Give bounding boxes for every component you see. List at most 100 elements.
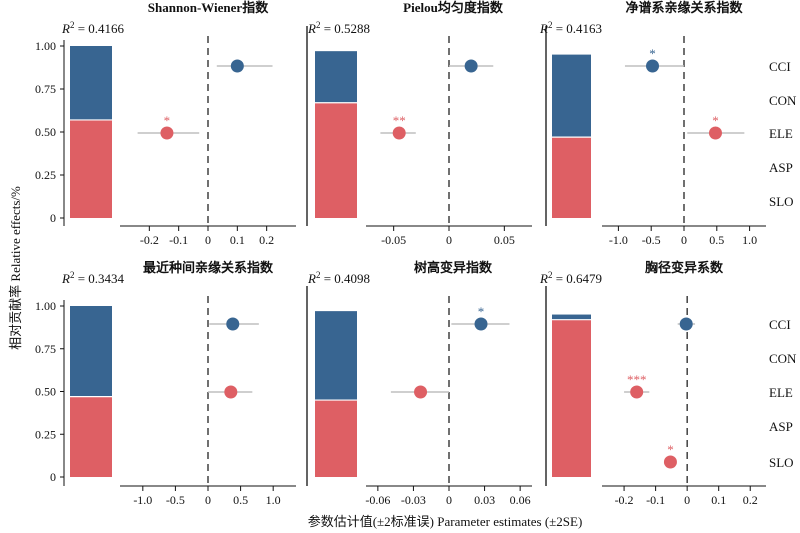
r2-label: R2 = 0.3434 — [61, 270, 125, 286]
bar-ytick-label: 0.50 — [35, 385, 56, 399]
predictor-label: ASP — [769, 419, 793, 434]
bar-ytick-label: 0 — [50, 470, 56, 484]
bar-ytick-label: 0.25 — [35, 427, 56, 441]
panel-title: 胸径变异系数 — [645, 260, 724, 275]
predictor-label: CCI — [769, 317, 791, 332]
significance-label: * — [667, 442, 674, 457]
significance-label: * — [164, 113, 171, 128]
xtick-label: 0 — [205, 493, 211, 507]
bar-segment-blue — [315, 51, 357, 103]
xtick-label: 0 — [446, 233, 452, 247]
predictor-label: CON — [769, 351, 797, 366]
xtick-label: -0.05 — [381, 233, 406, 247]
xtick-label: 1.0 — [742, 233, 757, 247]
xtick-label: 0 — [446, 493, 452, 507]
significance-label: ** — [393, 113, 406, 128]
bar-segment-red — [552, 137, 591, 218]
r2-label: R2 = 0.4166 — [61, 20, 125, 36]
bar-segment-red — [70, 119, 112, 218]
panel-title: Pielou均匀度指数 — [403, 0, 504, 15]
estimate-point — [230, 59, 244, 73]
xtick-label: 0.5 — [709, 233, 724, 247]
significance-label: * — [478, 304, 485, 319]
bar-ytick-label: 0.50 — [35, 125, 56, 139]
panel-3: 净谱系亲缘关系指数 R2 = 0.4163 -1.0 -0.5 0 0.5 1.0 * * CCI… — [539, 0, 797, 247]
xtick-label: 0.1 — [711, 493, 726, 507]
x-axis-label: 参数估计值(±2标准误) Parameter estimates (±2SE) — [308, 514, 583, 529]
predictor-label: ASP — [769, 160, 793, 175]
significance-label: *** — [627, 372, 647, 387]
bar-ytick-label: 0.75 — [35, 82, 56, 96]
panel-title: Shannon-Wiener指数 — [148, 0, 269, 15]
estimate-point — [226, 317, 240, 331]
xtick-label: 0.05 — [494, 233, 515, 247]
significance-label: * — [712, 113, 719, 128]
estimate-point — [663, 455, 677, 469]
bar-ytick-label: 1.00 — [35, 299, 56, 313]
bar-segment-blue — [315, 311, 357, 401]
xtick-label: 0 — [684, 493, 690, 507]
bar-ytick-label: 0 — [50, 211, 56, 225]
predictor-label: ELE — [769, 385, 793, 400]
estimate-point — [160, 126, 174, 140]
predictor-label: CCI — [769, 59, 791, 74]
estimate-point — [392, 126, 406, 140]
bar-ytick-label: 0.75 — [35, 342, 56, 356]
panel-title: 树高变异指数 — [414, 260, 493, 275]
predictor-label: CON — [769, 93, 797, 108]
estimate-point — [708, 126, 722, 140]
panel-2: Pielou均匀度指数 R2 = 0.5288 -0.05 0 0.05 ** — [306, 0, 532, 247]
xtick-label: 0.03 — [474, 493, 495, 507]
bar-segment-blue — [552, 314, 591, 320]
xtick-label: -0.1 — [646, 493, 665, 507]
bar-segment-red — [315, 400, 357, 477]
r2-label: R2 = 0.5288 — [307, 20, 370, 36]
estimate-point — [474, 317, 488, 331]
panel-5: 树高变异指数 R2 = 0.4098 -0.06 -0.03 0 0.03 0.06 * — [306, 260, 532, 507]
estimate-point — [224, 385, 238, 399]
r2-label: R2 = 0.4098 — [307, 270, 370, 286]
xtick-label: 0.5 — [233, 493, 248, 507]
xtick-label: -1.0 — [133, 493, 152, 507]
predictor-label: SLO — [769, 455, 794, 470]
estimate-point — [679, 317, 693, 331]
xtick-label: 0.1 — [230, 233, 245, 247]
panel-title: 净谱系亲缘关系指数 — [625, 0, 743, 15]
bar-segment-blue — [70, 46, 112, 120]
xtick-label: -0.2 — [615, 493, 634, 507]
estimate-point — [630, 385, 644, 399]
predictor-label: ELE — [769, 126, 793, 141]
bar-segment-blue — [552, 54, 591, 138]
xtick-label: 0 — [681, 233, 687, 247]
xtick-label: -0.1 — [169, 233, 188, 247]
r2-label: R2 = 0.4163 — [539, 20, 602, 36]
bar-segment-blue — [70, 306, 112, 397]
bar-ytick-label: 1.00 — [35, 39, 56, 53]
estimate-point — [464, 59, 478, 73]
predictor-label: SLO — [769, 194, 794, 209]
xtick-label: 0.2 — [259, 233, 274, 247]
estimate-point — [646, 59, 660, 73]
xtick-label: -0.06 — [365, 493, 390, 507]
xtick-label: -0.5 — [642, 233, 661, 247]
xtick-label: 1.0 — [266, 493, 281, 507]
bar-segment-red — [315, 102, 357, 218]
significance-label: * — [649, 46, 656, 61]
bar-segment-red — [552, 319, 591, 477]
xtick-label: -0.5 — [166, 493, 185, 507]
estimate-point — [414, 385, 428, 399]
xtick-label: 0 — [205, 233, 211, 247]
panel-title: 最近种间亲缘关系指数 — [143, 260, 274, 275]
xtick-label: 0.06 — [510, 493, 531, 507]
r2-label: R2 = 0.6479 — [539, 270, 602, 286]
y-axis-label: 相对贡献率 Relative effects/% — [8, 186, 23, 350]
xtick-label: 0.2 — [743, 493, 758, 507]
panel-1: Shannon-Wiener指数 0 0.25 0.50 0.75 1.00 R2 = 0.… — [35, 0, 296, 247]
bar-segment-red — [70, 396, 112, 477]
bar-ytick-label: 0.25 — [35, 168, 56, 182]
xtick-label: -0.03 — [401, 493, 426, 507]
